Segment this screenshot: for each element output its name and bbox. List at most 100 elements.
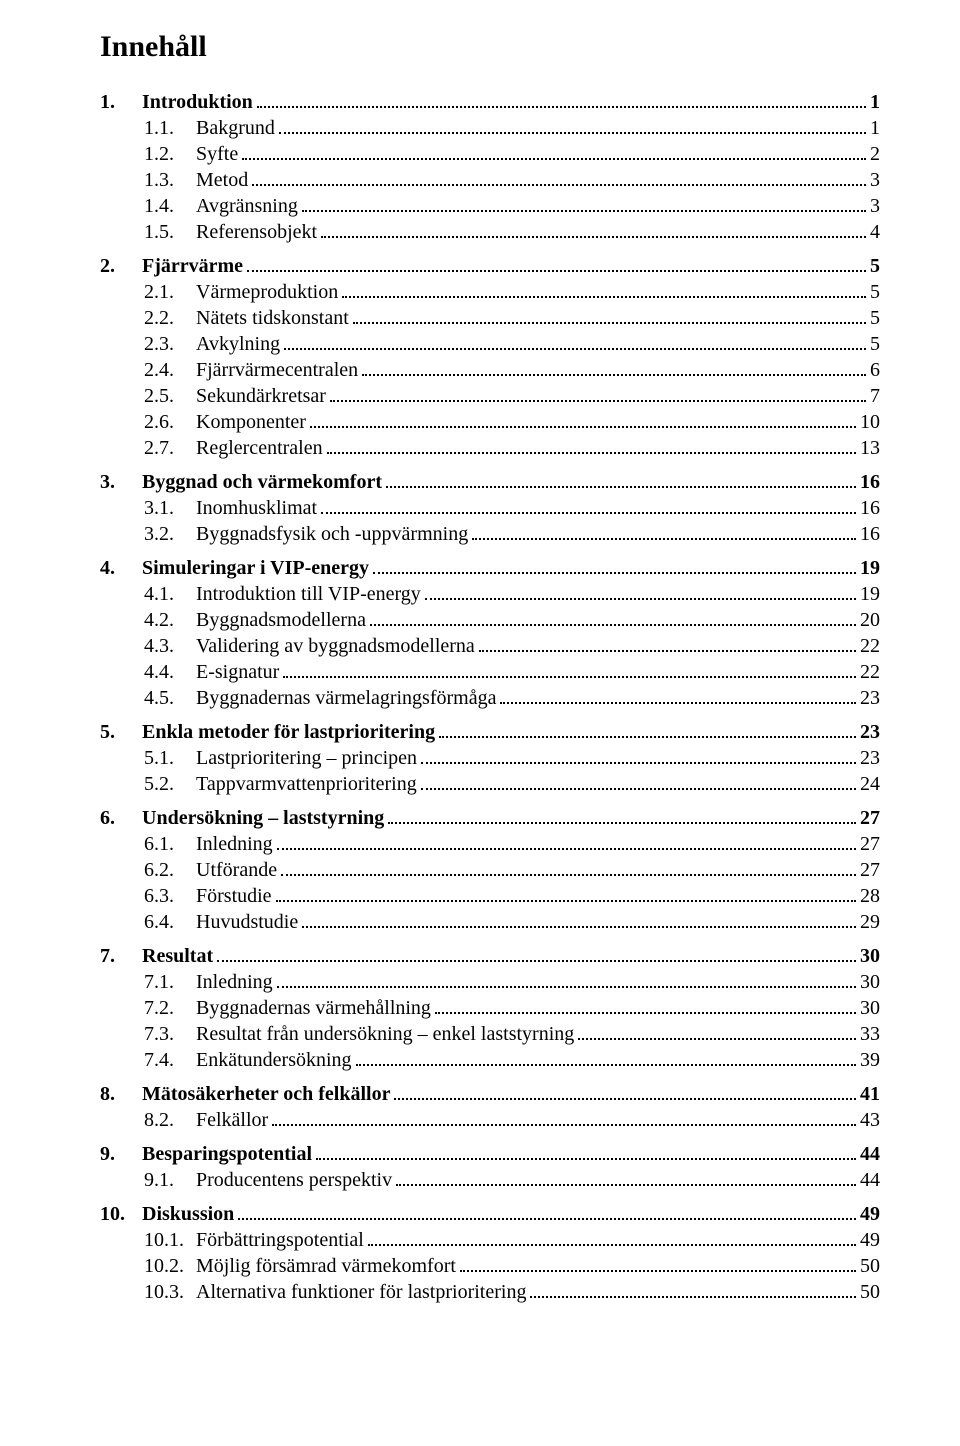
toc-entry-page: 22	[860, 661, 880, 684]
toc-entry-top[interactable]: 8.Mätosäkerheter och felkällor41	[100, 1080, 880, 1106]
toc-section: 10.Diskussion4910.1.Förbättringspotentia…	[100, 1200, 880, 1304]
toc-entry-sub[interactable]: 6.4.Huvudstudie29	[100, 908, 880, 934]
toc-entry-sub[interactable]: 2.2.Nätets tidskonstant5	[100, 304, 880, 330]
toc-entry-page: 49	[860, 1229, 880, 1252]
toc-entry-label: Byggnadernas värmehållning	[196, 997, 431, 1020]
toc-section: 2.Fjärrvärme52.1.Värmeproduktion52.2.Nät…	[100, 252, 880, 460]
toc-entry-label: E-signatur	[196, 661, 279, 684]
toc-entry-sub[interactable]: 7.4.Enkätundersökning39	[100, 1046, 880, 1072]
toc-entry-sub[interactable]: 1.5.Referensobjekt4	[100, 218, 880, 244]
toc-entry-sub[interactable]: 4.1.Introduktion till VIP-energy19	[100, 580, 880, 606]
toc-entry-page: 16	[860, 523, 880, 546]
toc-section: 7.Resultat307.1.Inledning307.2.Byggnader…	[100, 942, 880, 1072]
toc-entry-number: 10.1.	[144, 1229, 196, 1252]
toc-entry-sub[interactable]: 6.3.Förstudie28	[100, 882, 880, 908]
toc-entry-top[interactable]: 4.Simuleringar i VIP-energy19	[100, 554, 880, 580]
toc-title: Innehåll	[100, 30, 880, 64]
toc-entry-sub[interactable]: 10.2.Möjlig försämrad värmekomfort50	[100, 1252, 880, 1278]
toc-entry-number: 1.4.	[144, 195, 196, 218]
toc-entry-sub[interactable]: 1.3.Metod3	[100, 166, 880, 192]
toc-entry-sub[interactable]: 6.2.Utförande27	[100, 856, 880, 882]
toc-entry-top[interactable]: 3.Byggnad och värmekomfort16	[100, 468, 880, 494]
toc-entry-sub[interactable]: 7.1.Inledning30	[100, 968, 880, 994]
toc-entry-sub[interactable]: 8.2.Felkällor43	[100, 1106, 880, 1132]
toc-entry-sub[interactable]: 2.4.Fjärrvärmecentralen6	[100, 356, 880, 382]
toc-entry-sub[interactable]: 4.3.Validering av byggnadsmodellerna22	[100, 632, 880, 658]
toc-entry-top[interactable]: 10.Diskussion49	[100, 1200, 880, 1226]
toc-entry-sub[interactable]: 3.1.Inomhusklimat16	[100, 494, 880, 520]
toc-leader-dots	[460, 1252, 856, 1272]
toc-section: 9.Besparingspotential449.1.Producentens …	[100, 1140, 880, 1192]
toc-section: 6.Undersökning – laststyrning276.1.Inled…	[100, 804, 880, 934]
toc-entry-top[interactable]: 2.Fjärrvärme5	[100, 252, 880, 278]
toc-entry-top[interactable]: 5.Enkla metoder för lastprioritering23	[100, 718, 880, 744]
toc-entry-sub[interactable]: 7.3.Resultat från undersökning – enkel l…	[100, 1020, 880, 1046]
toc-leader-dots	[500, 684, 856, 704]
toc-entry-top[interactable]: 6.Undersökning – laststyrning27	[100, 804, 880, 830]
toc-entry-label: Reglercentralen	[196, 437, 323, 460]
toc-entry-number: 1.	[100, 91, 142, 114]
toc-entry-page: 29	[860, 911, 880, 934]
toc-leader-dots	[373, 554, 856, 574]
toc-entry-sub[interactable]: 1.4.Avgränsning3	[100, 192, 880, 218]
toc-entry-label: Byggnad och värmekomfort	[142, 471, 382, 494]
toc-entry-number: 8.	[100, 1083, 142, 1106]
toc-entry-label: Komponenter	[196, 411, 306, 434]
toc-entry-sub[interactable]: 4.4.E-signatur22	[100, 658, 880, 684]
toc-entry-label: Referensobjekt	[196, 221, 317, 244]
toc-entry-page: 27	[860, 859, 880, 882]
toc-entry-sub[interactable]: 2.5.Sekundärkretsar7	[100, 382, 880, 408]
toc-entry-sub[interactable]: 10.1.Förbättringspotential49	[100, 1226, 880, 1252]
toc-leader-dots	[310, 408, 856, 428]
toc-entry-sub[interactable]: 2.6.Komponenter10	[100, 408, 880, 434]
toc-entry-label: Möjlig försämrad värmekomfort	[196, 1255, 456, 1278]
toc-entry-page: 7	[870, 385, 880, 408]
toc-entry-number: 3.2.	[144, 523, 196, 546]
toc-entry-number: 6.1.	[144, 833, 196, 856]
toc-leader-dots	[321, 218, 866, 238]
toc-entry-sub[interactable]: 5.2.Tappvarmvattenprioritering24	[100, 770, 880, 796]
toc-leader-dots	[247, 252, 866, 272]
toc-entry-page: 50	[860, 1255, 880, 1278]
toc-entry-sub[interactable]: 1.2.Syfte2	[100, 140, 880, 166]
toc-leader-dots	[353, 304, 866, 324]
toc-entry-label: Introduktion	[142, 91, 253, 114]
toc-leader-dots	[217, 942, 856, 962]
toc-entry-sub[interactable]: 4.2.Byggnadsmodellerna20	[100, 606, 880, 632]
toc-leader-dots	[439, 718, 856, 738]
toc-leader-dots	[302, 192, 866, 212]
toc-entry-page: 6	[870, 359, 880, 382]
toc-entry-label: Avgränsning	[196, 195, 298, 218]
toc-entry-sub[interactable]: 2.3.Avkylning5	[100, 330, 880, 356]
toc-leader-dots	[421, 744, 856, 764]
toc-entry-sub[interactable]: 5.1.Lastprioritering – principen23	[100, 744, 880, 770]
toc-entry-page: 1	[870, 91, 880, 114]
toc-entry-sub[interactable]: 2.7.Reglercentralen13	[100, 434, 880, 460]
toc-entry-top[interactable]: 9.Besparingspotential44	[100, 1140, 880, 1166]
toc-entry-page: 20	[860, 609, 880, 632]
toc-entry-top[interactable]: 7.Resultat30	[100, 942, 880, 968]
toc-entry-label: Resultat	[142, 945, 213, 968]
toc-entry-top[interactable]: 1.Introduktion 1	[100, 88, 880, 114]
toc-entry-sub[interactable]: 1.1.Bakgrund1	[100, 114, 880, 140]
toc-entry-sub[interactable]: 9.1.Producentens perspektiv44	[100, 1166, 880, 1192]
toc-entry-page: 10	[860, 411, 880, 434]
toc-leader-dots	[238, 1200, 856, 1220]
toc-leader-dots	[302, 908, 856, 928]
toc-entry-sub[interactable]: 3.2.Byggnadsfysik och -uppvärmning16	[100, 520, 880, 546]
toc-entry-sub[interactable]: 6.1.Inledning27	[100, 830, 880, 856]
toc-entry-sub[interactable]: 2.1.Värmeproduktion5	[100, 278, 880, 304]
toc-entry-number: 10.3.	[144, 1281, 196, 1304]
toc-entry-sub[interactable]: 4.5.Byggnadernas värmelagringsförmåga23	[100, 684, 880, 710]
toc-section: 3.Byggnad och värmekomfort163.1.Inomhusk…	[100, 468, 880, 546]
toc-entry-label: Alternativa funktioner för lastprioriter…	[196, 1281, 526, 1304]
toc-leader-dots	[472, 520, 856, 540]
toc-entry-number: 6.4.	[144, 911, 196, 934]
toc-leader-dots	[370, 606, 856, 626]
toc-entry-sub[interactable]: 10.3.Alternativa funktioner för lastprio…	[100, 1278, 880, 1304]
toc-section: 5.Enkla metoder för lastprioritering235.…	[100, 718, 880, 796]
toc-entry-page: 2	[870, 143, 880, 166]
toc-entry-number: 9.	[100, 1143, 142, 1166]
toc-entry-sub[interactable]: 7.2.Byggnadernas värmehållning30	[100, 994, 880, 1020]
toc-entry-number: 6.	[100, 807, 142, 830]
